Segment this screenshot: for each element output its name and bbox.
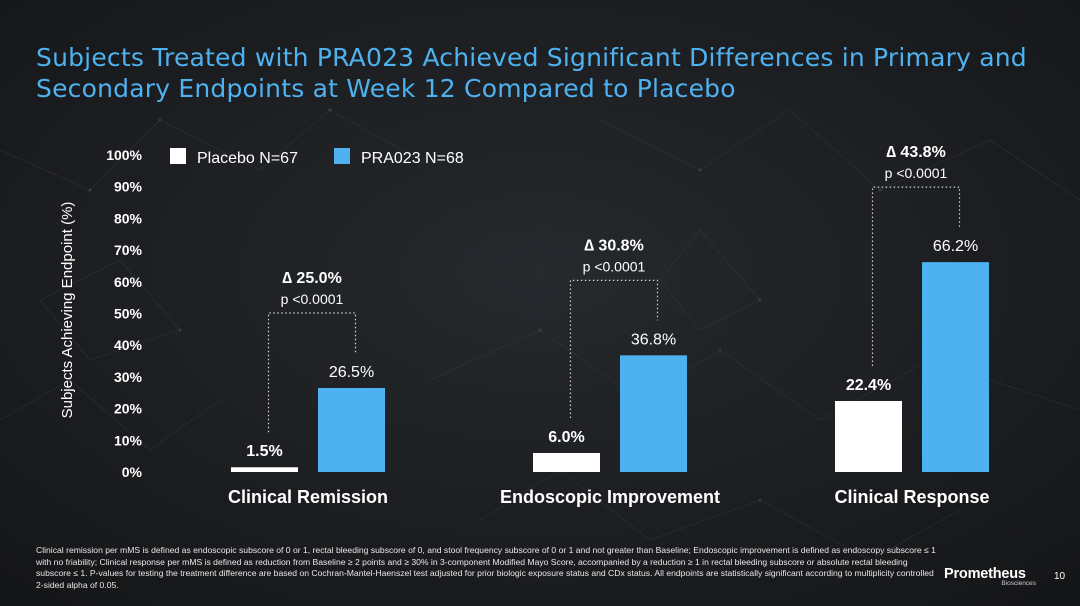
bar-group: 6.0% 36.8% Endoscopic Improvement ∆ 30.8% p …	[500, 237, 720, 507]
significance-bracket	[569, 279, 659, 418]
y-axis-label: Subjects Achieving Endpoint (%)	[59, 202, 76, 419]
delta-label: ∆ 30.8%	[584, 237, 644, 254]
logo-subtitle: Biosciences	[1001, 580, 1036, 587]
category-label: Clinical Response	[834, 487, 989, 507]
y-tick-label: 50%	[114, 306, 143, 322]
legend-label: PRA023 N=68	[361, 150, 464, 167]
y-tick-label: 90%	[114, 179, 143, 195]
bar	[318, 387, 385, 472]
legend-swatch	[334, 148, 350, 164]
bar-groups: 1.5% 26.5% Clinical Remission ∆ 25.0% p <0.0…	[228, 144, 990, 507]
y-tick-label: 0%	[122, 464, 143, 480]
bar-value-label: 26.5%	[329, 364, 374, 381]
y-tick-label: 100%	[106, 147, 142, 163]
y-tick-label: 20%	[114, 401, 143, 417]
y-tick-label: 80%	[114, 210, 143, 226]
bar-group: 22.4% 66.2% Clinical Response ∆ 43.8% p <0.0…	[834, 144, 989, 507]
bar	[533, 452, 600, 472]
y-tick-label: 70%	[114, 242, 143, 258]
legend-label: Placebo N=67	[197, 150, 298, 167]
bar-value-label: 1.5%	[246, 443, 282, 460]
y-axis-ticks: 0% 10% 20% 30% 40% 50% 60% 70% 80% 90% 100%	[106, 147, 142, 480]
y-tick-label: 30%	[114, 369, 143, 385]
y-tick-label: 60%	[114, 274, 143, 290]
bar-value-label: 22.4%	[846, 377, 891, 394]
significance-bracket	[871, 186, 961, 366]
y-tick-label: 40%	[114, 337, 143, 353]
legend-swatch	[170, 148, 186, 164]
delta-label: ∆ 25.0%	[282, 270, 342, 287]
bar-group: 1.5% 26.5% Clinical Remission ∆ 25.0% p <0.0…	[228, 270, 388, 507]
bar	[835, 400, 902, 472]
p-value-label: p <0.0001	[885, 165, 948, 181]
slide-title: Subjects Treated with PRA023 Achieved Si…	[36, 43, 1027, 103]
p-value-label: p <0.0001	[583, 258, 646, 274]
category-label: Clinical Remission	[228, 487, 388, 507]
category-label: Endoscopic Improvement	[500, 487, 720, 507]
logo-name: Prometheus	[944, 566, 1026, 582]
p-value-label: p <0.0001	[281, 291, 344, 307]
bar	[231, 467, 298, 472]
bar-value-label: 66.2%	[933, 238, 978, 255]
company-logo: Prometheus Biosciences	[944, 566, 1039, 594]
bar-value-label: 6.0%	[548, 429, 584, 446]
footnote: Clinical remission per mMS is defined as…	[36, 545, 936, 590]
bar	[620, 355, 687, 472]
page-number: 10	[1054, 571, 1066, 582]
bar	[922, 262, 989, 472]
delta-label: ∆ 43.8%	[886, 144, 946, 161]
legend: Placebo N=67 PRA023 N=68	[170, 148, 464, 167]
bar-value-label: 36.8%	[631, 331, 676, 348]
y-tick-label: 10%	[114, 432, 143, 448]
